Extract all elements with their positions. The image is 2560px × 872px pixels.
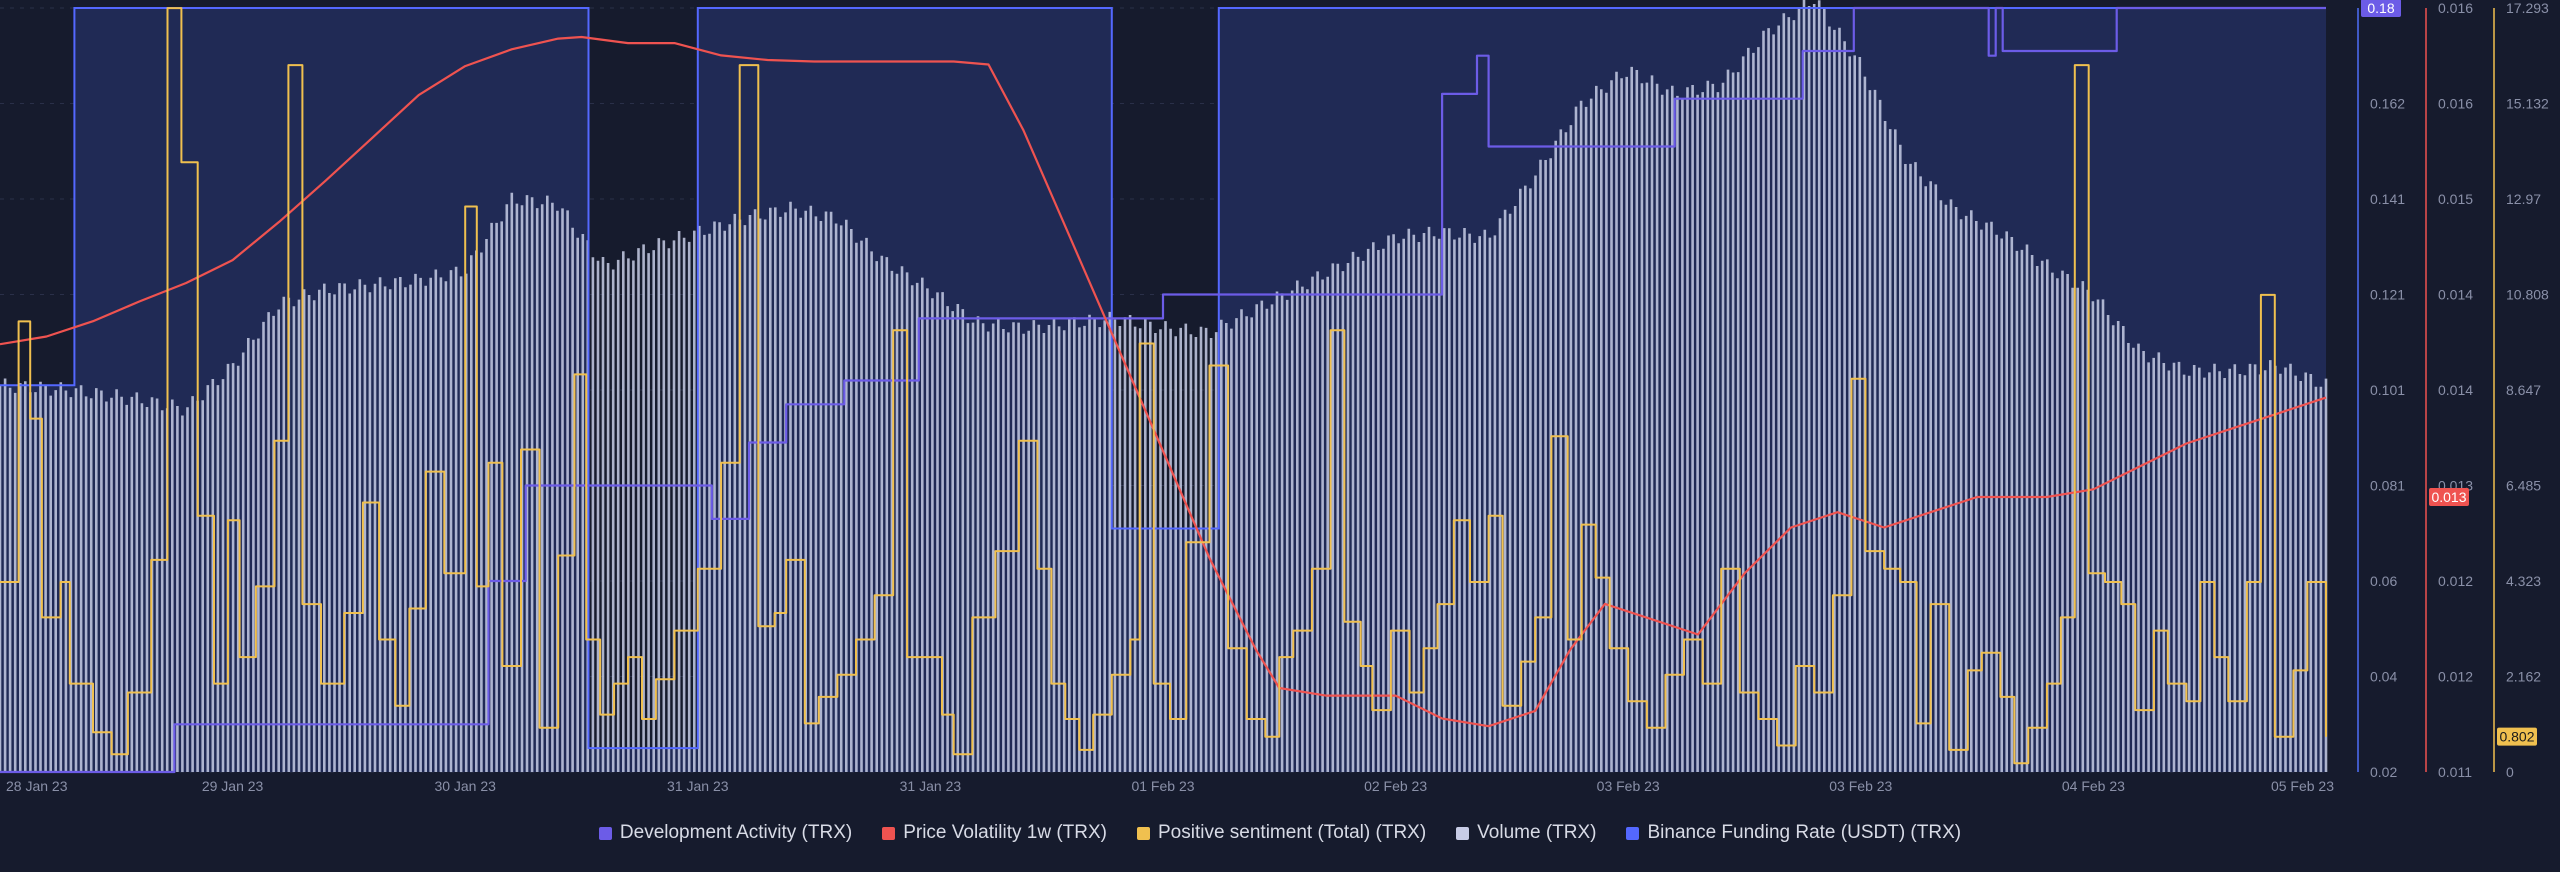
y-tick-label-sentiment: 4.323: [2506, 573, 2541, 589]
x-tick-label: 05 Feb 23: [2271, 778, 2334, 794]
legend-swatch: [1626, 826, 1640, 840]
value-badge-sentiment: [2497, 727, 2537, 746]
series-line-price-volatility: [0, 35, 2327, 728]
value-badge-label-funding: 0.18: [2367, 0, 2394, 16]
y-tick-label-funding: 0.162: [2370, 96, 2405, 112]
legend-swatch: [1136, 826, 1150, 840]
legend-label: Positive sentiment (Total) (TRX): [1157, 822, 1427, 843]
y-tick-label-volatility: 0.012: [2438, 669, 2473, 685]
legend-label: Price Volatility 1w (TRX): [903, 822, 1107, 843]
y-tick-label-funding: 0.141: [2370, 191, 2405, 207]
y-tick-label-volatility: 0.016: [2438, 96, 2473, 112]
value-badge-volatility: [2429, 487, 2469, 506]
y-tick-label-volatility: 0.016: [2438, 0, 2473, 16]
x-tick-label: 02 Feb 23: [1364, 778, 1427, 794]
y-tick-label-sentiment: 10.808: [2506, 287, 2549, 303]
x-tick-label: 03 Feb 23: [1829, 778, 1892, 794]
legend-item-binance-funding-rate[interactable]: Binance Funding Rate (USDT) (TRX): [1626, 822, 1961, 844]
value-badge-funding: [2361, 0, 2401, 17]
y-tick-label-sentiment: 2.162: [2506, 669, 2541, 685]
value-badge-label-sentiment: 0.802: [2499, 729, 2534, 745]
area-layer: [0, 0, 2328, 772]
y-tick-label-volatility: 0.015: [2438, 191, 2473, 207]
x-tick-label: 01 Feb 23: [1131, 778, 1194, 794]
y-tick-label-funding: 0.121: [2370, 287, 2405, 303]
x-tick-label: 31 Jan 23: [667, 778, 729, 794]
legend-label: Volume (TRX): [1477, 822, 1597, 843]
y-tick-label-sentiment: 8.647: [2506, 382, 2541, 398]
y-tick-label-volatility: 0.014: [2438, 382, 2473, 398]
x-tick-label: 04 Feb 23: [2062, 778, 2125, 794]
legend-swatch: [598, 826, 612, 840]
legend-label: Development Activity (TRX): [619, 822, 853, 843]
y-tick-label-funding: 0.04: [2370, 669, 2397, 685]
legend-item-positive-sentiment[interactable]: Positive sentiment (Total) (TRX): [1136, 822, 1427, 844]
legend-item-development-activity[interactable]: Development Activity (TRX): [598, 822, 853, 844]
y-tick-label-funding: 0.101: [2370, 382, 2405, 398]
legend-item-price-volatility[interactable]: Price Volatility 1w (TRX): [882, 822, 1107, 844]
axes: [2357, 8, 2495, 772]
y-tick-label-sentiment: 6.485: [2506, 478, 2541, 494]
y-tick-label-sentiment: 0: [2506, 764, 2514, 780]
x-tick-label: 03 Feb 23: [1597, 778, 1660, 794]
line-layer: [0, 6, 2327, 774]
legend-swatch: [1456, 826, 1470, 840]
legend: Development Activity (TRX) Price Volatil…: [0, 818, 2560, 848]
y-tick-label-sentiment: 15.132: [2506, 96, 2549, 112]
legend-swatch: [882, 826, 896, 840]
y-tick-label-funding: 0.02: [2370, 764, 2397, 780]
y-tick-label-volatility: 0.012: [2438, 573, 2473, 589]
y-tick-label-sentiment: 12.97: [2506, 191, 2541, 207]
x-tick-label: 31 Jan 23: [900, 778, 962, 794]
series-line-binance-funding-rate: [0, 7, 2326, 750]
y-tick-label-sentiment: 17.293: [2506, 0, 2549, 16]
series-line-positive-sentiment: [0, 7, 2327, 765]
legend-label: Binance Funding Rate (USDT) (TRX): [1647, 822, 1962, 843]
y-tick-label-funding: 0.081: [2370, 478, 2405, 494]
series-line-development-activity: [0, 6, 2326, 774]
x-tick-label: 30 Jan 23: [434, 778, 496, 794]
x-tick-label: 29 Jan 23: [202, 778, 264, 794]
value-badge-label-volatility: 0.013: [2431, 489, 2466, 505]
y-tick-label-funding: 0.06: [2370, 573, 2397, 589]
y-tick-label-volatility: 0.014: [2438, 287, 2473, 303]
y-tick-label-volatility: 0.011: [2438, 764, 2472, 780]
tick-labels: 0.18 0.162 0.141 0.121 0.101 0.081 0.06 0.04 0.0…: [6, 0, 2549, 794]
x-tick-label: 28 Jan 23: [6, 778, 68, 794]
legend-item-volume[interactable]: Volume (TRX): [1456, 822, 1596, 844]
